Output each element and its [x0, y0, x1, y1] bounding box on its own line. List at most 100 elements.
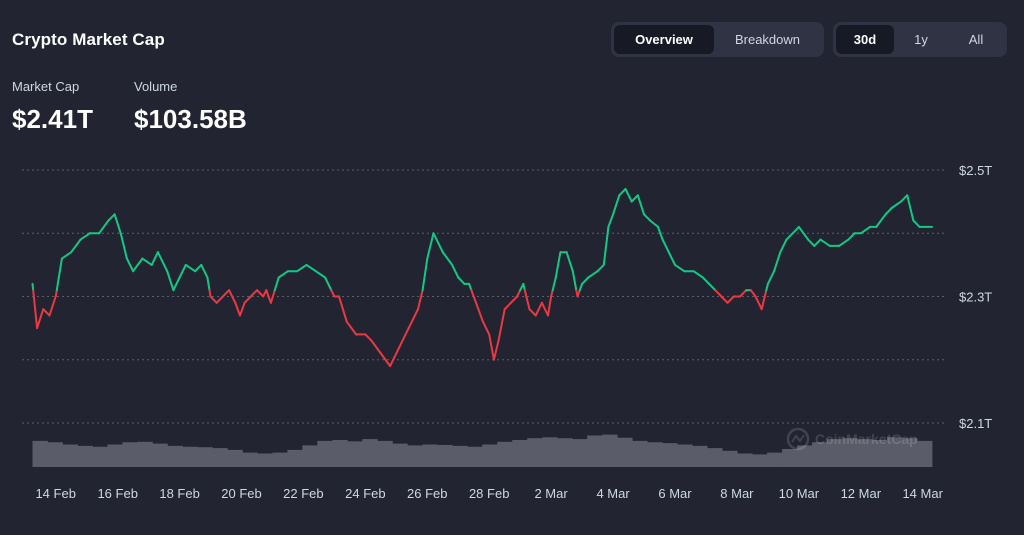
price-segment — [156, 251, 169, 273]
price-segment — [125, 257, 135, 273]
volume-bar — [227, 449, 243, 467]
price-segment — [178, 263, 187, 279]
price-segment — [714, 289, 723, 298]
volume-bar — [902, 438, 918, 467]
price-segment — [760, 289, 768, 311]
price-segment — [265, 289, 272, 304]
price-segment — [657, 225, 664, 241]
volume-bar — [272, 452, 288, 467]
price-segment — [398, 327, 410, 349]
price-segment — [141, 257, 153, 266]
volume-bar — [437, 444, 453, 467]
x-tick-label: 14 Mar — [902, 486, 943, 501]
price-segment — [547, 295, 553, 317]
x-tick-label: 18 Feb — [159, 486, 199, 501]
price-segment — [269, 289, 276, 304]
price-segment — [209, 295, 218, 304]
watermark: CoinMarketCap — [786, 427, 918, 451]
price-segment — [57, 257, 63, 279]
price-segment — [470, 289, 475, 298]
price-segment — [472, 295, 484, 323]
volume-bar — [662, 443, 678, 467]
price-segment — [516, 289, 522, 298]
price-segment — [364, 333, 373, 342]
price-segment — [497, 308, 506, 342]
range-toggle: 30d 1y All — [833, 22, 1007, 57]
price-segment — [172, 276, 181, 292]
price-segment — [540, 301, 549, 317]
volume-bar — [602, 434, 618, 467]
x-tick-label: 20 Feb — [221, 486, 261, 501]
range-30d-button[interactable]: 30d — [836, 25, 894, 54]
price-segment — [550, 289, 554, 298]
price-segment — [649, 219, 659, 228]
volume-bar — [527, 438, 543, 467]
x-tick-label: 26 Feb — [407, 486, 447, 501]
volume-bar — [857, 439, 873, 467]
volume-bar — [92, 446, 108, 467]
price-segment — [565, 251, 574, 273]
price-segment — [234, 301, 241, 317]
price-segment — [667, 251, 676, 266]
x-tick-label: 12 Mar — [841, 486, 882, 501]
price-segment — [107, 213, 116, 222]
price-segment — [578, 282, 584, 292]
price-segment — [370, 339, 382, 355]
price-segment — [554, 251, 562, 279]
price-segment — [754, 295, 763, 311]
overview-tab[interactable]: Overview — [614, 25, 714, 54]
volume-label: Volume — [134, 79, 178, 94]
price-segment — [345, 320, 358, 336]
price-segment — [150, 251, 159, 266]
range-all-button[interactable]: All — [968, 32, 984, 47]
volume-bar — [302, 445, 318, 467]
y-tick-label: $2.1T — [959, 416, 992, 431]
volume-bar — [842, 438, 858, 467]
price-segment — [338, 295, 348, 323]
price-segment — [70, 238, 82, 254]
range-1y-button[interactable]: 1y — [914, 32, 928, 47]
x-tick-label: 2 Mar — [534, 486, 568, 501]
price-segment — [859, 225, 872, 235]
x-tick-label: 28 Feb — [469, 486, 509, 501]
price-segment — [48, 295, 57, 317]
price-segment — [42, 308, 51, 317]
volume-bar — [797, 445, 813, 467]
watermark-logo-icon — [786, 427, 810, 451]
volume-bar — [287, 449, 303, 467]
price-segment — [739, 289, 748, 298]
x-tick-label: 10 Mar — [779, 486, 820, 501]
volume-bar — [617, 437, 633, 467]
volume-bar — [362, 439, 378, 467]
volume-bar — [512, 440, 528, 467]
price-segment — [906, 194, 915, 222]
volume-bar — [692, 445, 708, 467]
price-segment — [912, 219, 921, 228]
price-segment — [132, 257, 144, 273]
volume-bar — [152, 443, 168, 467]
volume-bar — [887, 437, 903, 467]
price-segment — [421, 257, 429, 292]
price-segment — [612, 194, 621, 216]
price-segment — [451, 263, 460, 279]
price-segment — [602, 225, 610, 266]
volume-bar — [377, 440, 393, 467]
price-segment — [119, 232, 128, 260]
view-toggle: Overview Breakdown — [611, 22, 824, 57]
volume-bar — [722, 450, 738, 467]
volume-bar — [572, 439, 588, 467]
volume-bar — [452, 445, 468, 467]
x-tick-label: 16 Feb — [97, 486, 137, 501]
price-segment — [194, 263, 203, 273]
volume-bar — [872, 440, 888, 467]
price-segment — [701, 276, 711, 285]
price-segment — [113, 213, 122, 235]
price-segment — [239, 301, 246, 317]
price-segment — [509, 295, 519, 304]
volume-bar — [737, 453, 753, 467]
x-tick-label: 14 Feb — [35, 486, 75, 501]
breakdown-tab[interactable]: Breakdown — [734, 32, 801, 47]
price-segment — [819, 238, 831, 247]
x-axis: 14 Feb 16 Feb 18 Feb 20 Feb 22 Feb 24 Feb 26 F… — [35, 486, 943, 501]
